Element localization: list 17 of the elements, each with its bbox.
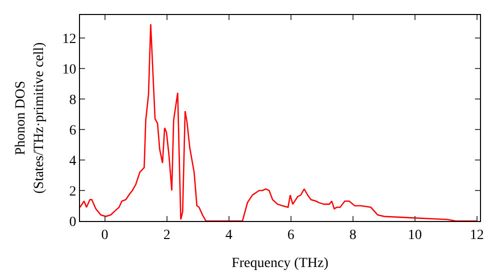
x-tick-label: 8 (349, 228, 356, 243)
x-tick-label: 6 (287, 228, 294, 243)
y-tick-label: 0 (69, 214, 76, 230)
x-tick-label: 0 (101, 228, 108, 243)
x-tick-label: 4 (225, 228, 232, 243)
y-tick-label: 10 (62, 62, 76, 78)
y-tick-label: 12 (62, 32, 76, 47)
x-tick-label: 2 (163, 228, 170, 243)
x-axis-title: Frequency (THz) (232, 256, 329, 272)
x-tick-label: 10 (408, 228, 422, 243)
line-series (80, 24, 478, 221)
y-tick-label: 4 (69, 154, 76, 169)
y-tick-label: 6 (69, 123, 76, 138)
y-axis-title: Phonon DOS (States/THz·primitive cell) (14, 42, 47, 194)
x-tick-label: 12 (470, 228, 484, 243)
y-tick-label: 2 (69, 184, 76, 200)
y-tick-label: 8 (69, 92, 76, 108)
